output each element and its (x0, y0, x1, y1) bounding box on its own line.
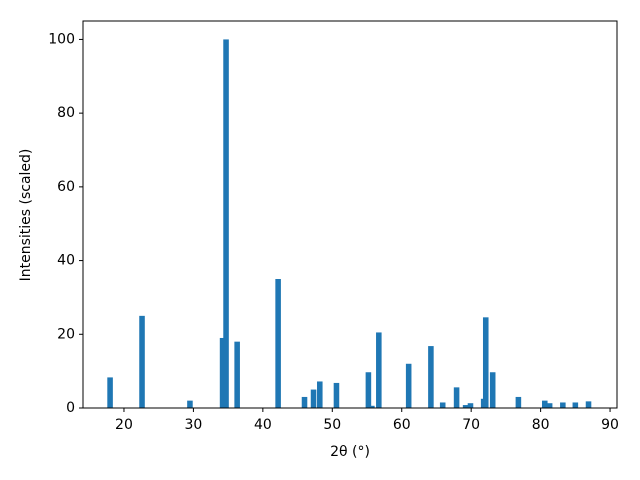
x-tick-label: 90 (601, 417, 619, 433)
y-tick-label: 20 (57, 326, 75, 342)
x-tick-label: 50 (323, 417, 341, 433)
bar (542, 400, 548, 408)
bar (405, 363, 412, 408)
y-tick-label: 100 (48, 31, 75, 47)
bar (139, 315, 145, 408)
bar (515, 396, 522, 408)
bar (187, 400, 193, 408)
x-tick-label: 20 (115, 417, 133, 433)
x-tick-label: 30 (184, 417, 202, 433)
x-tick-label: 40 (254, 417, 272, 433)
y-tick-label: 0 (66, 400, 75, 416)
y-tick-label: 80 (57, 105, 75, 121)
bar (369, 405, 375, 408)
bar (301, 396, 308, 408)
bar (310, 389, 317, 408)
bar (560, 402, 566, 408)
bar (219, 337, 226, 408)
bar (462, 405, 469, 408)
bar (107, 377, 113, 408)
bar (428, 346, 434, 408)
bar (365, 372, 372, 408)
plot-frame (82, 20, 618, 409)
bar (275, 279, 281, 408)
bar (467, 403, 474, 408)
bar (546, 403, 553, 408)
bar (223, 39, 229, 409)
bar (234, 341, 240, 408)
bar (572, 402, 579, 408)
bar (333, 382, 340, 408)
bar (439, 402, 446, 408)
x-tick-label: 60 (393, 417, 411, 433)
y-tick-label: 60 (57, 179, 75, 195)
bar (482, 317, 489, 408)
y-axis-label: Intensities (scaled) (18, 149, 34, 282)
x-axis-label: 2θ (°) (330, 444, 370, 460)
bar (489, 372, 496, 408)
bar (317, 381, 323, 408)
x-tick-label: 70 (462, 417, 480, 433)
bar (376, 332, 382, 408)
bar (453, 387, 460, 408)
y-tick-label: 40 (57, 253, 75, 269)
x-tick-label: 80 (532, 417, 550, 433)
bar (585, 401, 592, 408)
